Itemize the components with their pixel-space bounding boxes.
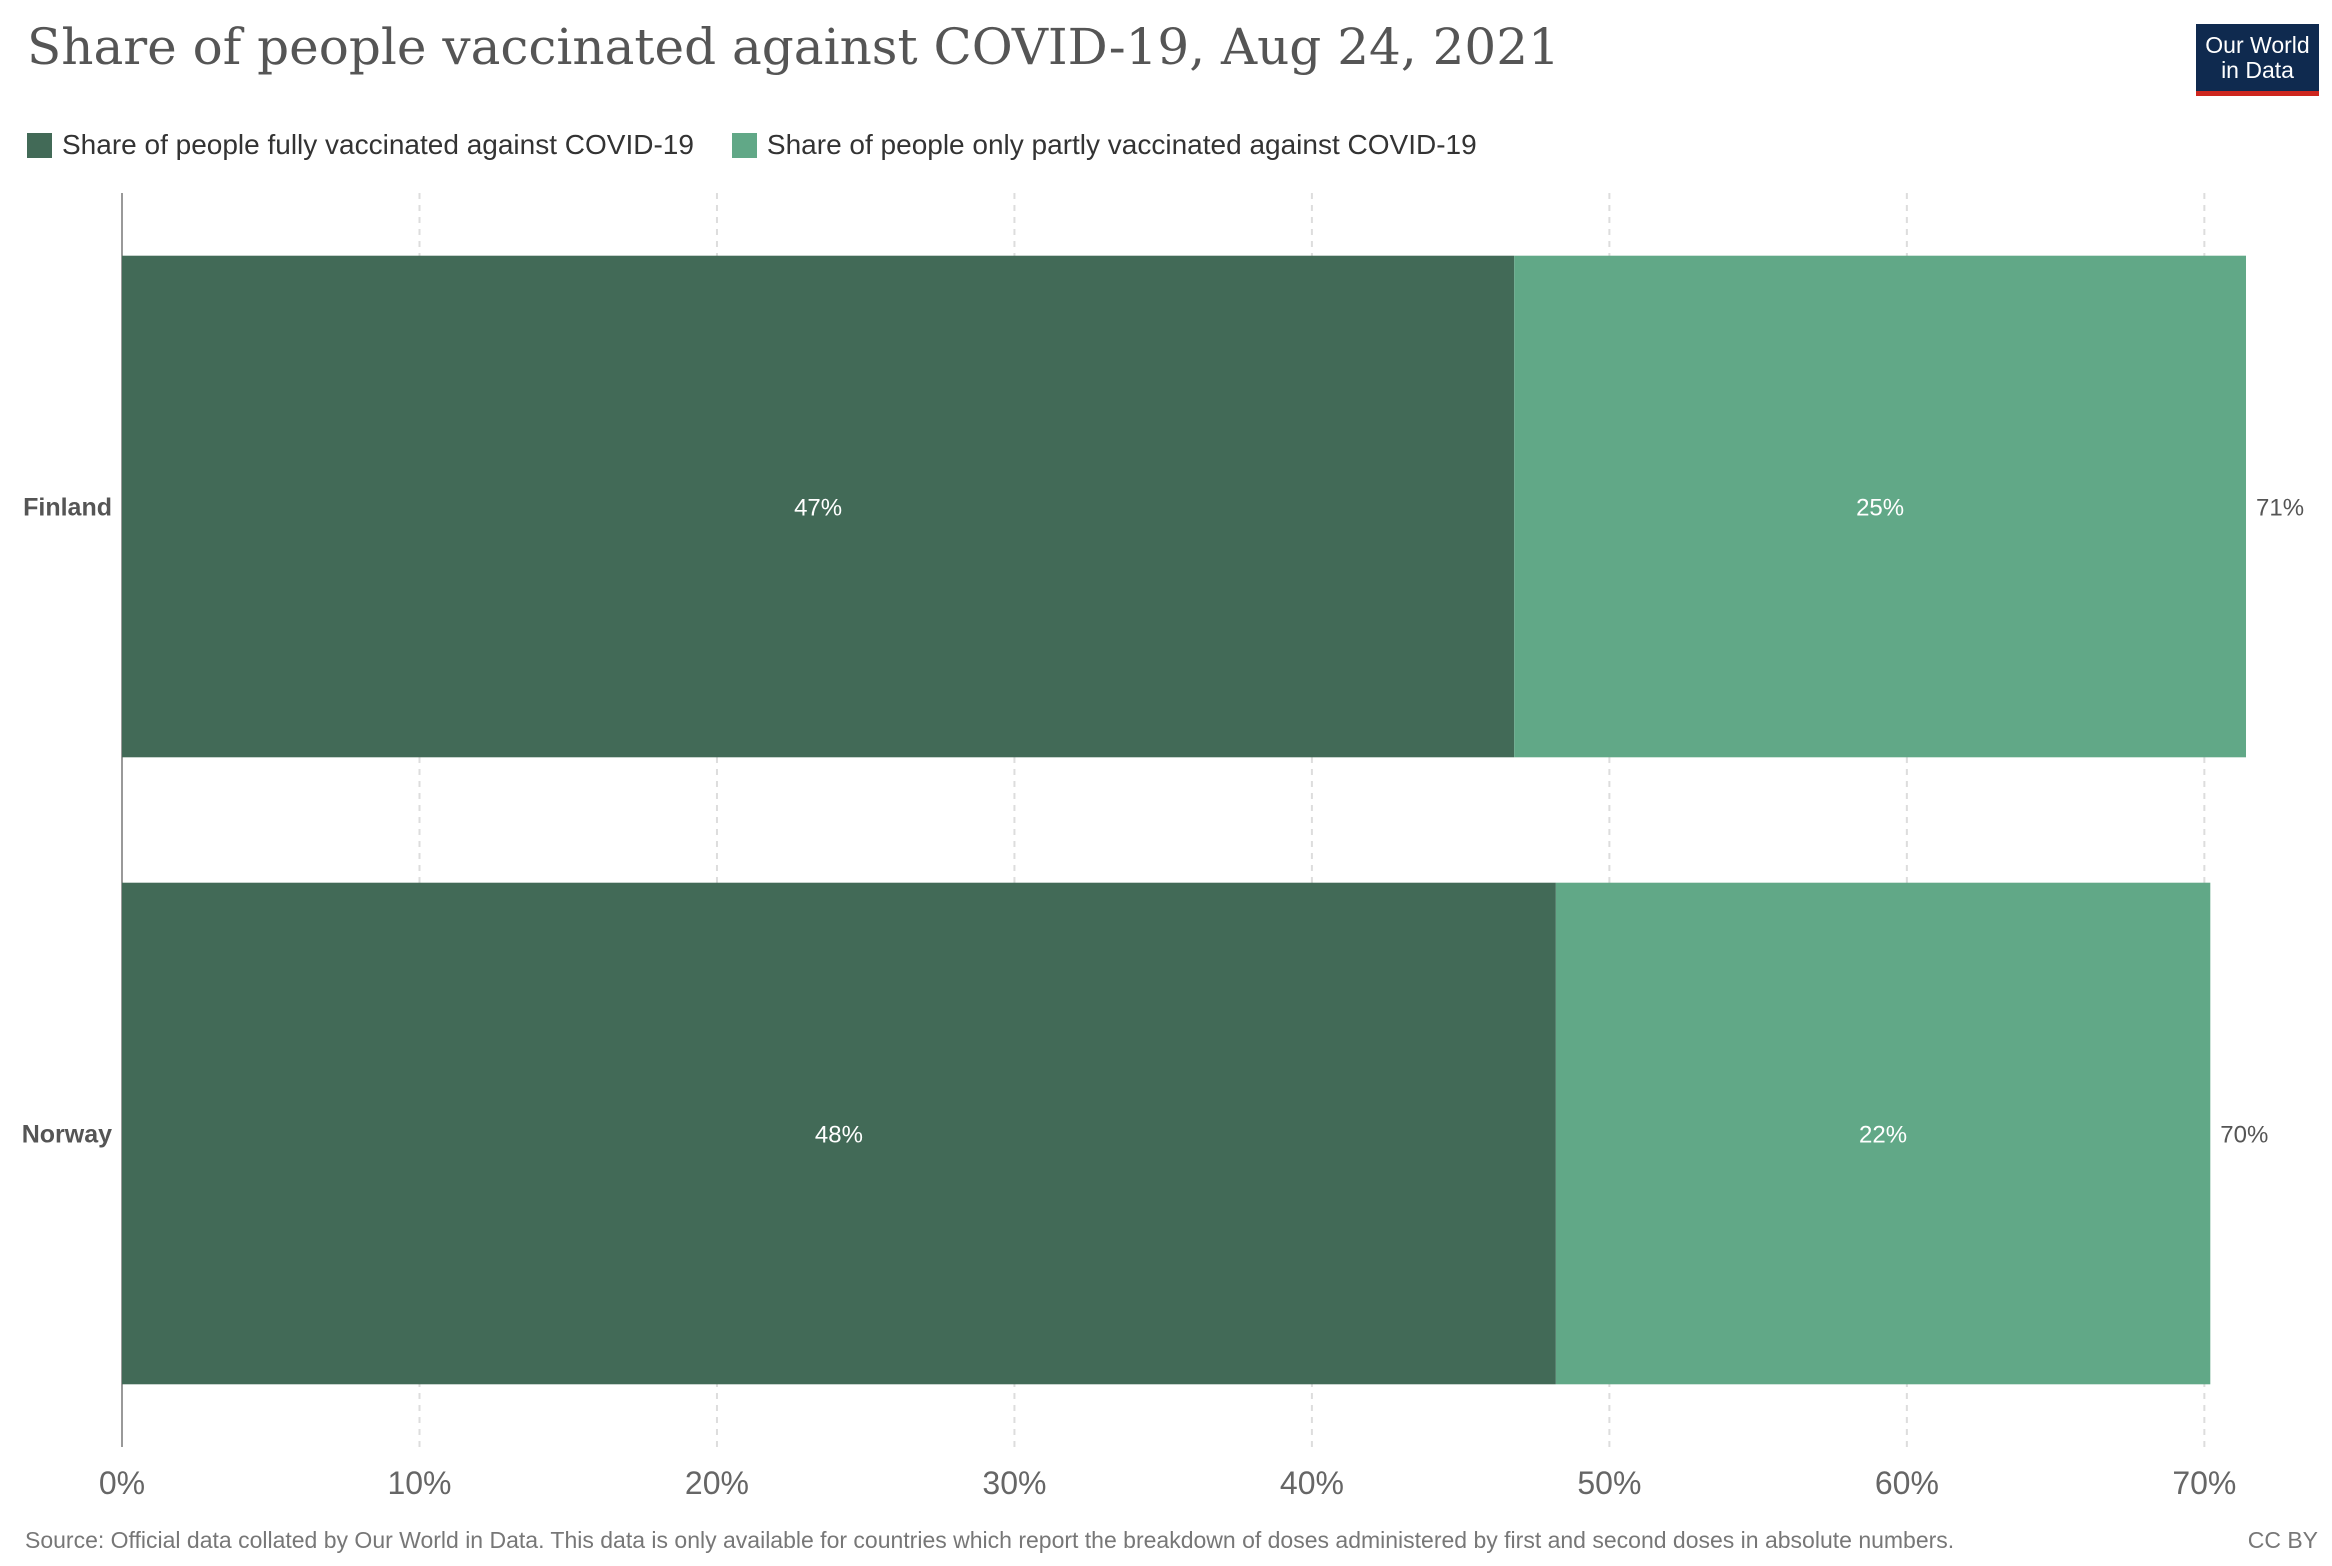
category-label-norway: Norway <box>22 1121 112 1149</box>
logo-line-1: Our World <box>2205 31 2310 58</box>
x-tick-label: 70% <box>2172 1465 2236 1501</box>
source-note: Source: Official data collated by Our Wo… <box>25 1527 1955 1553</box>
category-label-finland: Finland <box>23 494 112 522</box>
x-tick-label: 50% <box>1577 1465 1641 1501</box>
data-label: 22% <box>1859 1122 1907 1149</box>
data-label: 48% <box>815 1122 863 1149</box>
x-tick-label: 0% <box>99 1465 145 1501</box>
total-label: 70% <box>2220 1122 2268 1149</box>
owid-logo[interactable]: Our World in Data <box>2196 24 2319 96</box>
bar-norway-series-1 <box>1555 882 2211 1385</box>
license-link[interactable]: CC BY <box>2247 1527 2318 1553</box>
data-label: 47% <box>794 495 842 522</box>
x-tick-label: 10% <box>387 1465 451 1501</box>
total-label: 71% <box>2256 495 2304 522</box>
data-label: 25% <box>1856 495 1904 522</box>
x-tick-label: 30% <box>982 1465 1046 1501</box>
legend-item-fully-vaccinated[interactable]: Share of people fully vaccinated against… <box>27 129 694 161</box>
x-tick-label: 20% <box>685 1465 749 1501</box>
legend-item-partly-vaccinated[interactable]: Share of people only partly vaccinated a… <box>731 129 1477 161</box>
x-tick-label: 40% <box>1280 1465 1344 1501</box>
logo-line-2: in Data <box>2221 56 2294 83</box>
legend-swatch-fully-vaccinated <box>27 132 52 158</box>
legend-swatch-partly-vaccinated <box>731 132 757 158</box>
legend-label-partly-vaccinated: Share of people only partly vaccinated a… <box>766 129 1477 160</box>
legend: Share of people fully vaccinated against… <box>27 128 1515 162</box>
bar-finland-series-0 <box>122 255 1515 758</box>
bar-norway-series-0 <box>122 882 1556 1385</box>
bar-finland-series-1 <box>1514 255 2246 758</box>
chart-title: Share of people vaccinated against COVID… <box>27 18 1560 76</box>
x-tick-label: 60% <box>1875 1465 1939 1501</box>
legend-label-fully-vaccinated: Share of people fully vaccinated against… <box>62 129 694 160</box>
